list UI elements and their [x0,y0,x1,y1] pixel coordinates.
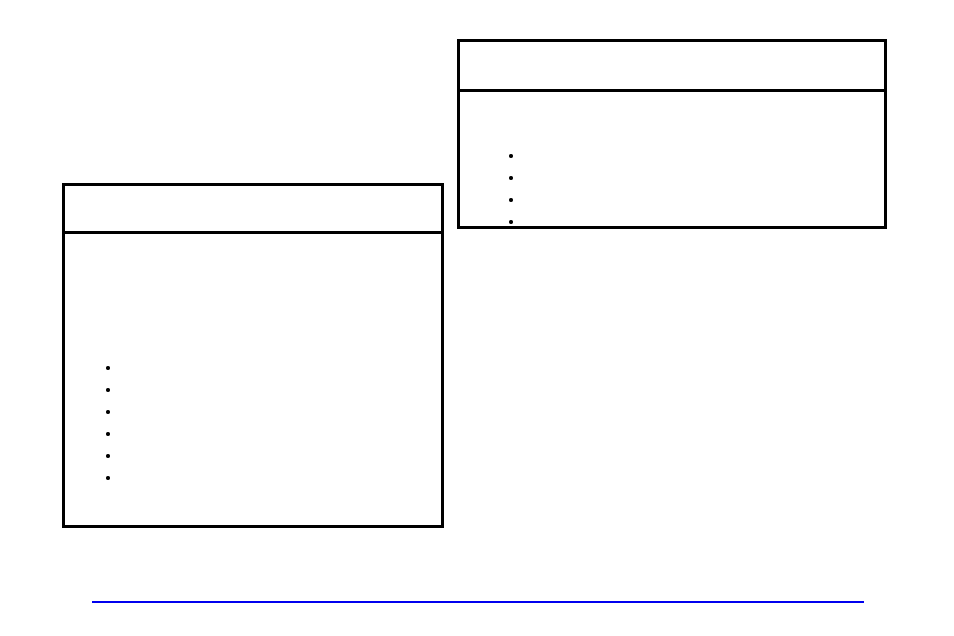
horizontal-rule [92,601,864,603]
box-left [62,183,444,528]
box-right [457,39,887,229]
box-left-header-divider [65,231,441,234]
box-right-header-divider [460,89,884,92]
canvas [0,0,954,636]
